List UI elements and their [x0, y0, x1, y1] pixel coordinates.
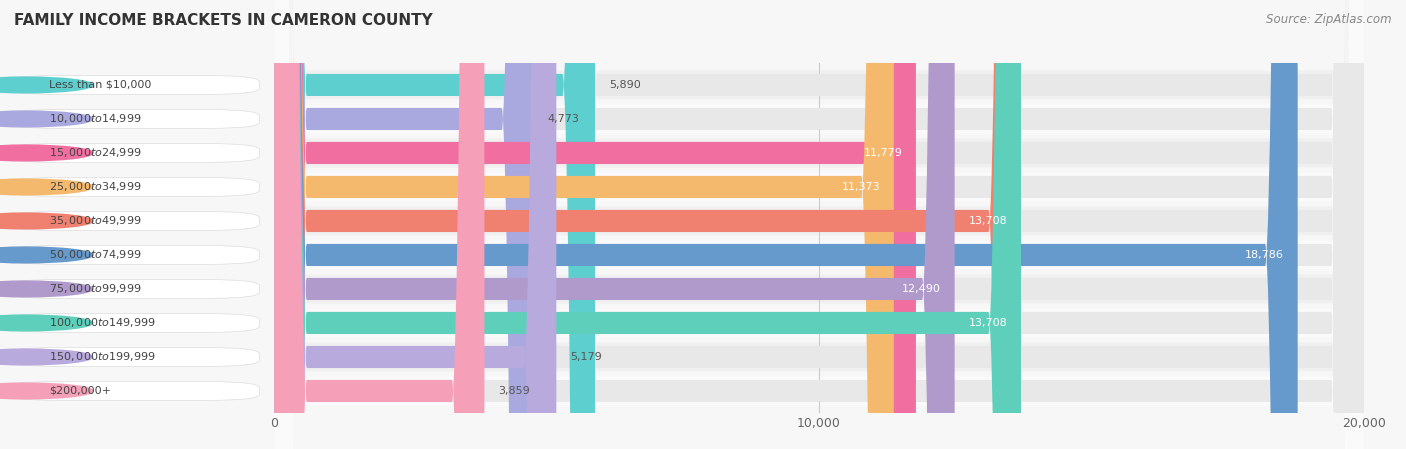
Circle shape: [0, 213, 93, 229]
FancyBboxPatch shape: [274, 0, 1364, 449]
FancyBboxPatch shape: [274, 0, 485, 449]
FancyBboxPatch shape: [274, 0, 1021, 449]
FancyBboxPatch shape: [274, 0, 1021, 449]
FancyBboxPatch shape: [274, 0, 1364, 449]
Circle shape: [0, 349, 93, 365]
FancyBboxPatch shape: [6, 280, 260, 299]
Circle shape: [0, 281, 93, 297]
FancyBboxPatch shape: [274, 0, 1364, 449]
Text: $10,000 to $14,999: $10,000 to $14,999: [49, 112, 142, 125]
FancyBboxPatch shape: [274, 0, 1364, 449]
Circle shape: [0, 383, 93, 399]
Text: $100,000 to $149,999: $100,000 to $149,999: [49, 317, 156, 330]
Text: $25,000 to $34,999: $25,000 to $34,999: [49, 180, 142, 194]
FancyBboxPatch shape: [274, 0, 1364, 449]
FancyBboxPatch shape: [274, 0, 1364, 449]
FancyBboxPatch shape: [274, 0, 1364, 449]
FancyBboxPatch shape: [274, 0, 1364, 449]
FancyBboxPatch shape: [274, 0, 557, 449]
FancyBboxPatch shape: [274, 0, 1364, 449]
Text: 3,859: 3,859: [498, 386, 530, 396]
Text: 5,179: 5,179: [569, 352, 602, 362]
Text: 11,779: 11,779: [863, 148, 903, 158]
Text: 13,708: 13,708: [969, 216, 1007, 226]
FancyBboxPatch shape: [274, 0, 1364, 449]
Circle shape: [0, 145, 93, 161]
Text: Source: ZipAtlas.com: Source: ZipAtlas.com: [1267, 13, 1392, 26]
FancyBboxPatch shape: [274, 0, 534, 449]
FancyBboxPatch shape: [6, 110, 260, 128]
Text: $15,000 to $24,999: $15,000 to $24,999: [49, 146, 142, 159]
Text: $35,000 to $49,999: $35,000 to $49,999: [49, 215, 142, 228]
Text: FAMILY INCOME BRACKETS IN CAMERON COUNTY: FAMILY INCOME BRACKETS IN CAMERON COUNTY: [14, 13, 433, 28]
Circle shape: [0, 247, 93, 263]
Text: $75,000 to $99,999: $75,000 to $99,999: [49, 282, 142, 295]
Text: $150,000 to $199,999: $150,000 to $199,999: [49, 351, 156, 364]
Text: $50,000 to $74,999: $50,000 to $74,999: [49, 248, 142, 261]
FancyBboxPatch shape: [6, 211, 260, 230]
FancyBboxPatch shape: [274, 0, 1364, 449]
Text: 4,773: 4,773: [548, 114, 579, 124]
Text: 13,708: 13,708: [969, 318, 1007, 328]
Text: 18,786: 18,786: [1246, 250, 1284, 260]
Text: 11,373: 11,373: [842, 182, 880, 192]
Circle shape: [0, 77, 93, 93]
FancyBboxPatch shape: [274, 0, 595, 449]
FancyBboxPatch shape: [6, 348, 260, 366]
FancyBboxPatch shape: [274, 0, 1364, 449]
FancyBboxPatch shape: [274, 0, 1364, 449]
FancyBboxPatch shape: [274, 0, 1364, 449]
FancyBboxPatch shape: [274, 0, 894, 449]
FancyBboxPatch shape: [274, 0, 1364, 449]
Circle shape: [0, 111, 93, 127]
FancyBboxPatch shape: [274, 0, 1364, 449]
FancyBboxPatch shape: [274, 0, 1298, 449]
FancyBboxPatch shape: [274, 0, 955, 449]
FancyBboxPatch shape: [6, 246, 260, 264]
FancyBboxPatch shape: [6, 177, 260, 196]
Text: $200,000+: $200,000+: [49, 386, 111, 396]
Circle shape: [0, 315, 93, 331]
FancyBboxPatch shape: [6, 75, 260, 94]
FancyBboxPatch shape: [274, 0, 1364, 449]
FancyBboxPatch shape: [6, 382, 260, 401]
FancyBboxPatch shape: [274, 0, 1364, 449]
Text: 5,890: 5,890: [609, 80, 641, 90]
FancyBboxPatch shape: [6, 144, 260, 163]
FancyBboxPatch shape: [274, 0, 1364, 449]
Circle shape: [0, 179, 93, 195]
FancyBboxPatch shape: [274, 0, 915, 449]
FancyBboxPatch shape: [274, 0, 1364, 449]
Text: 12,490: 12,490: [903, 284, 941, 294]
Text: Less than $10,000: Less than $10,000: [49, 80, 152, 90]
FancyBboxPatch shape: [6, 313, 260, 332]
